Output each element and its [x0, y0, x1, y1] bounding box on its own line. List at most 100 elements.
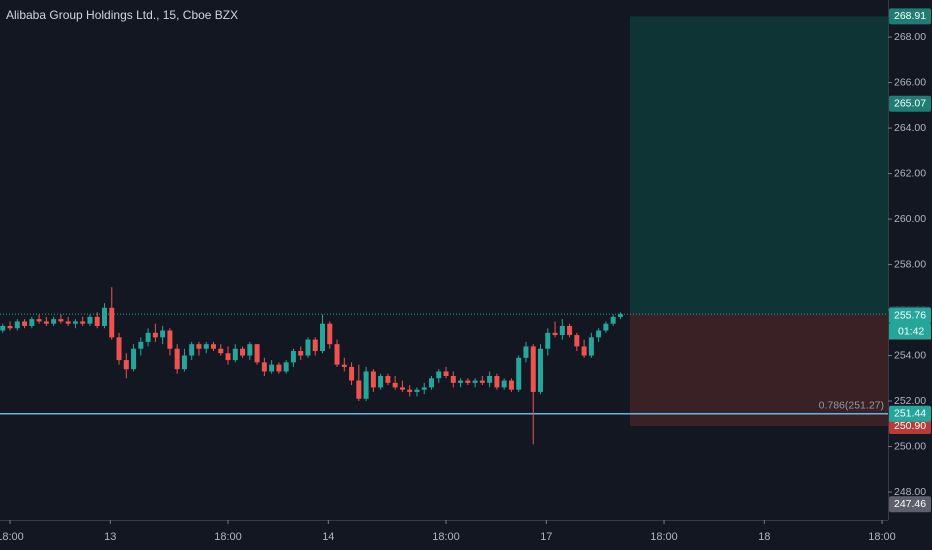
candle-body — [94, 316, 100, 326]
profit-zone — [629, 16, 888, 315]
candle-body — [545, 332, 551, 349]
candle-body — [487, 376, 493, 383]
candle-body — [392, 382, 398, 388]
candle-body — [458, 380, 464, 383]
candle-body — [538, 348, 544, 392]
candle-body — [29, 319, 35, 326]
price-label-box — [889, 95, 931, 112]
candle-body — [160, 330, 166, 338]
target-label-box — [889, 8, 931, 25]
candle-body — [51, 319, 57, 324]
candle-body — [298, 350, 304, 356]
x-tick-label: 18 — [758, 531, 770, 543]
candle-body — [501, 380, 507, 388]
candle-body — [312, 339, 318, 351]
candle-body — [421, 387, 427, 390]
candle-body — [370, 371, 376, 388]
candle-body — [617, 314, 623, 317]
candle-body — [254, 344, 260, 363]
candle-body — [450, 376, 456, 383]
candle-body — [334, 344, 340, 365]
y-tick-label: 252.00 — [894, 395, 926, 407]
candle-body — [356, 380, 362, 399]
y-tick-label: 254.00 — [894, 349, 926, 361]
candle-body — [610, 316, 616, 324]
y-tick-label: 262.00 — [894, 167, 926, 179]
stop-label: 250.90 — [894, 420, 926, 432]
loss-zone — [629, 314, 888, 427]
candle-body — [7, 325, 13, 329]
x-tick-label: 18:00 — [214, 531, 242, 543]
price-label: 265.07 — [894, 98, 926, 110]
candle-body — [290, 350, 296, 363]
y-tick-label: 266.00 — [894, 76, 926, 88]
price-label-box — [889, 496, 931, 513]
candle-body — [603, 323, 609, 331]
candle-body — [472, 380, 478, 383]
candle-body — [240, 348, 246, 356]
candle-body — [58, 319, 64, 322]
candle-body — [123, 360, 129, 370]
price-label-box — [889, 307, 931, 324]
x-tick-label: 13 — [104, 531, 116, 543]
candle-body — [327, 323, 333, 345]
candle-body — [559, 325, 565, 336]
y-tick-label: 268.00 — [894, 31, 926, 43]
candle-body — [218, 348, 224, 354]
countdown-box — [889, 323, 931, 340]
candle-body — [196, 344, 202, 349]
price-label: 247.46 — [894, 498, 926, 510]
candle-body — [574, 335, 580, 347]
candle-body — [385, 376, 391, 383]
price-label: 255.76 — [894, 309, 926, 321]
candle-body — [269, 364, 275, 372]
candle-body — [305, 339, 311, 356]
candle-body — [43, 321, 49, 324]
candle-body — [407, 389, 413, 392]
candle-body — [225, 353, 231, 361]
candle-body — [349, 366, 355, 381]
x-tick-label: 18:00 — [868, 531, 896, 543]
candle-body — [552, 332, 558, 336]
stop-label-box — [889, 418, 931, 435]
candle-body — [80, 321, 86, 324]
candle-body — [22, 321, 28, 326]
candle-body — [247, 344, 253, 356]
candle-body — [414, 389, 420, 392]
candle-body — [87, 316, 93, 324]
candle-body — [596, 330, 602, 338]
candle-body — [508, 380, 514, 390]
hline-annotation: 0.786(251.27) — [819, 400, 884, 412]
candle-body — [319, 323, 325, 351]
candle-body — [131, 348, 137, 370]
candle-body — [363, 371, 369, 399]
candle-body — [341, 364, 347, 367]
candle-body — [152, 332, 158, 338]
candle-body — [479, 380, 485, 383]
candle-body — [232, 348, 238, 361]
candle-body — [581, 346, 587, 356]
candle-body — [138, 341, 144, 349]
y-tick-label: 248.00 — [894, 486, 926, 498]
x-tick-label: 18:00 — [650, 531, 678, 543]
candle-body — [523, 346, 529, 358]
target-label: 268.91 — [894, 10, 926, 22]
candle-body — [65, 321, 71, 324]
candle-body — [399, 387, 405, 390]
candle-body — [588, 337, 594, 356]
candle-body — [116, 337, 122, 361]
countdown: 01:42 — [898, 325, 924, 337]
hline-label: 251.44 — [894, 408, 926, 420]
y-tick-label: 258.00 — [894, 258, 926, 270]
candle-body — [210, 344, 216, 349]
hline-label-box — [889, 405, 931, 422]
x-tick-label: 18:00 — [432, 531, 460, 543]
candle-body — [109, 307, 115, 338]
candle-body — [72, 321, 78, 324]
candle-body — [36, 319, 42, 322]
candle-body — [567, 325, 573, 336]
candle-body — [181, 355, 187, 370]
candle-body — [145, 332, 151, 342]
